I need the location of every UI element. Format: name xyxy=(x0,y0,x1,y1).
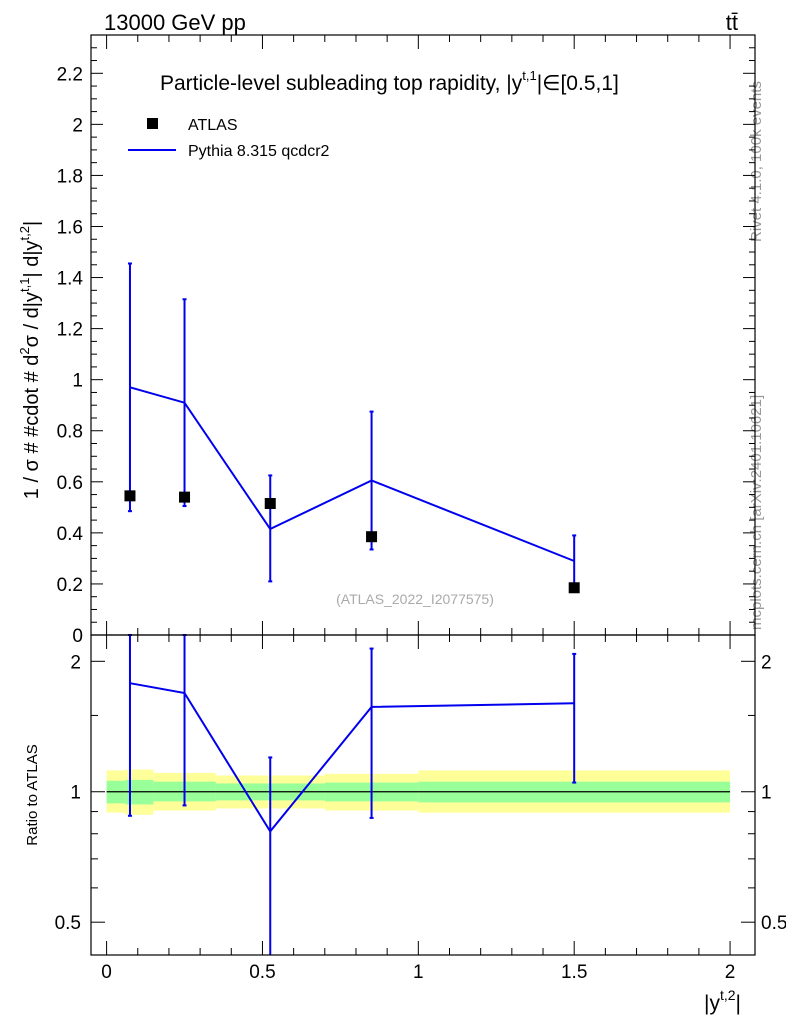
ratio-frame xyxy=(90,634,756,956)
legend-atlas-marker xyxy=(147,118,158,129)
ratio-band-group xyxy=(106,769,731,815)
main-ytick-label: 0.4 xyxy=(57,524,84,545)
x-axis-label-end: | xyxy=(736,992,741,1015)
main-ylabel-a: 1 / σ # #cdot # d xyxy=(21,355,43,500)
atlas-data-point xyxy=(568,582,580,594)
chart-title-tail: |∈[0.5,1] xyxy=(537,72,619,95)
pythia-line xyxy=(129,386,575,562)
main-ylabel-sup1: 2 xyxy=(17,347,32,354)
analysis-watermark: (ATLAS_2022_I2077575) xyxy=(336,591,494,607)
main-ytick-label: 1.4 xyxy=(57,269,84,290)
energy-label: 13000 GeV pp xyxy=(104,10,246,35)
ratio-ytick-label-left: 1 xyxy=(70,783,81,804)
ratio-series-group xyxy=(127,634,577,955)
main-ylabel-b: σ / d|y xyxy=(21,292,43,347)
main-ylabel: 1 / σ # #cdot # d2σ / d|yt,1| d|yt,2| xyxy=(17,221,43,499)
main-ylabel-d: | xyxy=(21,221,43,226)
main-ylabel-sup3: t,2 xyxy=(17,226,32,240)
main-ytick-label: 1.2 xyxy=(57,320,83,341)
x-tick-label: 0 xyxy=(101,962,112,983)
ratio-ytick-label-right: 0.5 xyxy=(761,913,786,934)
main-series-group xyxy=(124,262,580,594)
main-ytick-label: 2.2 xyxy=(57,64,83,85)
x-axis-label-sup: t,2 xyxy=(720,987,736,1003)
main-ytick-label: 0.6 xyxy=(57,473,83,494)
x-tick-label: 1.5 xyxy=(561,962,587,983)
main-ytick-label: 1 xyxy=(72,371,83,392)
legend-pythia-label: Pythia 8.315 qcdcr2 xyxy=(188,143,330,160)
main-ylabel-c: | d|y xyxy=(21,240,43,277)
chart-title-main: Particle-level subleading top rapidity, … xyxy=(160,72,523,95)
ratio-ytick-label-right: 1 xyxy=(761,783,772,804)
x-axis-label: |yt,2| xyxy=(704,987,741,1015)
main-ytick-label: 2 xyxy=(72,115,83,136)
atlas-data-point xyxy=(124,490,136,502)
atlas-data-point xyxy=(366,531,378,543)
main-ytick-label: 1.6 xyxy=(57,217,83,238)
main-ytick-label: 0.8 xyxy=(57,422,83,443)
ratio-ytick-label-left: 0.5 xyxy=(55,913,81,934)
x-axis-label-main: |y xyxy=(704,992,720,1015)
ratio-ylabel: Ratio to ATLAS xyxy=(24,744,41,845)
rivet-version-label: Rivet 4.1.0, 100k events xyxy=(748,81,765,242)
ratio-ytick-label-left: 2 xyxy=(70,652,81,673)
main-ylabel-sup2: t,1 xyxy=(17,278,32,292)
chart-title-sup: t,1 xyxy=(522,68,536,83)
mcplots-label: mcplots.cern.ch [arXiv:2401.10621] xyxy=(748,395,765,630)
chart-title: Particle-level subleading top rapidity, … xyxy=(160,68,619,95)
main-ytick-label: 0 xyxy=(72,626,83,647)
atlas-data-point xyxy=(264,498,276,510)
x-tick-label: 0.5 xyxy=(249,962,275,983)
main-ytick-label: 1.8 xyxy=(57,166,83,187)
atlas-data-point xyxy=(179,491,191,503)
ratio-panel: 0.5 0.5 1 1 2 2 0 0.5 1 1.5 2 xyxy=(55,635,786,983)
ratio-ytick-label-right: 2 xyxy=(761,652,772,673)
main-panel: 0 0.2 0.4 0.6 0.8 1 1.2 1.4 1.6 1.8 2 2.2 xyxy=(57,34,755,647)
legend-atlas-label: ATLAS xyxy=(188,117,238,134)
process-label: tt̄ xyxy=(726,10,738,35)
main-ytick-label: 0.2 xyxy=(57,575,83,596)
x-tick-label: 2 xyxy=(725,962,736,983)
x-tick-label: 1 xyxy=(413,962,424,983)
